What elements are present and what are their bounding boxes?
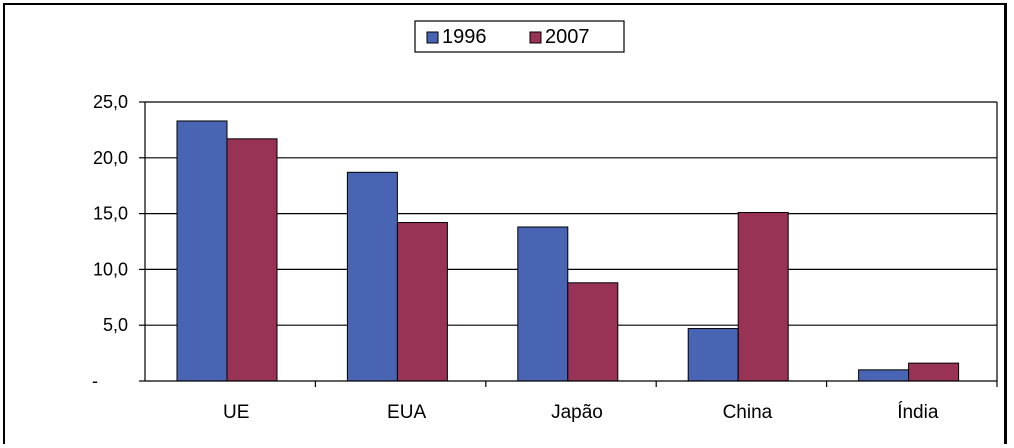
bar-2007 <box>908 362 960 382</box>
bar-2007 <box>737 211 789 382</box>
bar-1996 <box>346 171 398 382</box>
y-tick-label: 5,0 <box>103 315 128 335</box>
y-tick-label: - <box>92 371 98 391</box>
x-tick-label: Japão <box>551 402 603 423</box>
legend-box <box>414 20 625 53</box>
chart-border <box>3 3 1007 444</box>
bar-2007 <box>396 222 448 382</box>
legend-label: 1996 <box>442 26 487 48</box>
bar-2007 <box>567 282 619 382</box>
bar-1996 <box>858 369 910 382</box>
legend-swatch <box>426 31 439 44</box>
legend-label: 2007 <box>545 26 590 48</box>
x-tick-label: EUA <box>387 402 426 423</box>
bar-1996 <box>176 120 228 382</box>
bar-1996 <box>687 328 739 382</box>
y-tick-labels: - 5,0 10,0 15,0 20,0 25,0 <box>92 92 128 391</box>
legend: 1996 2007 <box>414 20 625 53</box>
legend-swatch <box>529 31 542 44</box>
y-tick-label: 20,0 <box>93 148 128 168</box>
gridlines <box>145 157 997 326</box>
x-tick-label: China <box>723 402 773 423</box>
bar-1996 <box>517 226 569 382</box>
y-tick-label: 25,0 <box>93 92 128 112</box>
y-tick-label: 10,0 <box>93 259 128 279</box>
y-tick-label: 15,0 <box>93 204 128 224</box>
x-tick-labels: UE EUA Japão China Índia <box>223 402 939 423</box>
bars <box>176 120 960 382</box>
axes <box>139 101 998 387</box>
x-tick-label: Índia <box>897 402 939 423</box>
bar-2007 <box>226 138 278 382</box>
x-tick-label: UE <box>223 402 249 423</box>
